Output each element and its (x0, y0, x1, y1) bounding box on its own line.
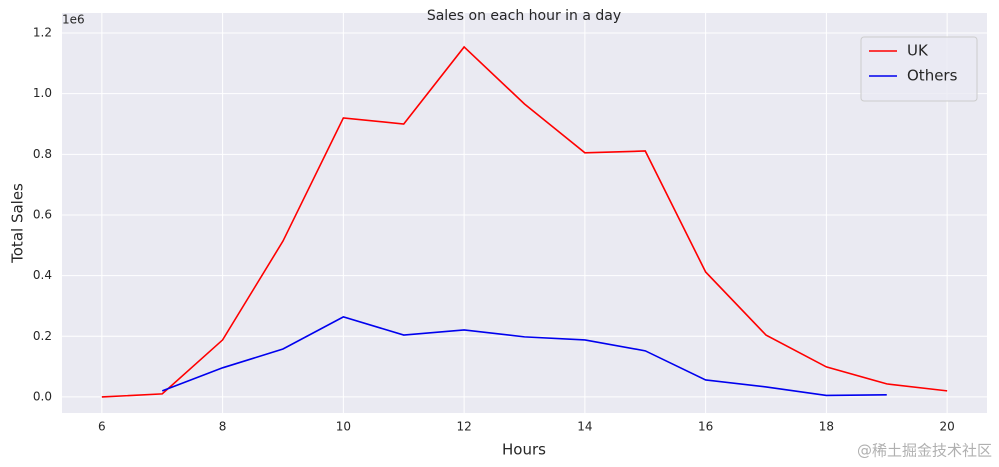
y-tick-label: 0.0 (33, 389, 52, 403)
x-tick-label: 10 (336, 420, 351, 434)
y-tick-label: 1.2 (33, 26, 52, 40)
x-tick-label: 20 (940, 420, 955, 434)
y-axis-label: Total Sales (9, 183, 27, 264)
plot-area (62, 13, 987, 413)
x-tick-label: 18 (819, 420, 834, 434)
y-tick-label: 1.0 (33, 86, 52, 100)
x-tick-label: 6 (98, 420, 106, 434)
legend-label: Others (907, 67, 958, 85)
y-tick-label: 0.8 (33, 147, 52, 161)
lines (101, 45, 948, 398)
chart-title: Sales on each hour in a day (427, 8, 621, 24)
y-offset-label: 1e6 (62, 13, 85, 27)
x-axis-label: Hours (502, 441, 546, 459)
watermark: @稀土掘金技术社区 (857, 442, 992, 460)
y-tick-label: 0.2 (33, 329, 52, 343)
x-tick-label: 12 (456, 420, 471, 434)
legend: UK Others (860, 36, 978, 102)
line-series (161, 316, 887, 397)
y-tick-label: 0.6 (33, 207, 52, 221)
y-tick-label: 0.4 (33, 268, 52, 282)
x-tick-label: 8 (219, 420, 227, 434)
line-series (101, 45, 948, 398)
x-tick-label: 14 (577, 420, 592, 434)
grid (62, 13, 987, 413)
legend-box (860, 36, 978, 102)
legend-label: UK (907, 42, 929, 60)
x-tick-label: 16 (698, 420, 713, 434)
